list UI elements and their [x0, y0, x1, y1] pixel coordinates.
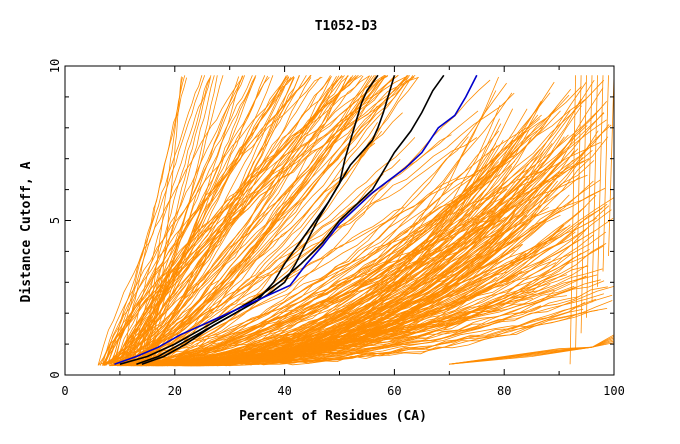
background-series-line [114, 76, 337, 364]
background-series-line [97, 75, 244, 366]
background-series-line [128, 190, 601, 366]
background-series-line [128, 92, 513, 367]
background-series-line [111, 98, 587, 366]
background-series-line [586, 75, 593, 318]
background-series-line [602, 75, 609, 272]
background-series-line [569, 75, 576, 365]
x-tick-label: 100 [603, 384, 625, 398]
background-series-line [132, 77, 312, 366]
background-series-line [176, 280, 605, 365]
background-series-line [107, 77, 293, 365]
background-series-line [109, 77, 187, 365]
highlight-series-black-1 [136, 74, 379, 365]
background-series-line [136, 76, 287, 365]
x-tick-label: 40 [277, 384, 291, 398]
background-series-line [142, 75, 269, 364]
background-series-line [120, 137, 478, 364]
background-series-line [137, 75, 386, 366]
background-series-line [597, 75, 604, 287]
background-series-line [161, 88, 572, 364]
background-series-line [156, 160, 585, 365]
y-axis-label: Distance Cutoff, A [19, 161, 34, 302]
y-tick-label: 10 [48, 59, 62, 73]
background-series-line [580, 75, 587, 334]
background-series-line [103, 75, 253, 366]
background-series-line [140, 77, 419, 367]
background-series-line [148, 152, 565, 364]
background-series-line [101, 75, 274, 366]
background-series-line [164, 300, 613, 366]
background-series-line [124, 243, 524, 366]
background-series-line [449, 337, 615, 365]
x-tick-label: 0 [61, 384, 68, 398]
background-series-line [591, 75, 598, 303]
highlight-series-black-3 [141, 75, 396, 365]
background-series-line [125, 74, 416, 366]
background-series-line [575, 75, 582, 349]
background-series-line [114, 76, 289, 366]
x-axis-label: Percent of Residues (CA) [239, 409, 427, 424]
chart-title: T1052-D3 [315, 19, 378, 34]
background-series-line [116, 309, 598, 367]
background-series-line [449, 340, 615, 365]
background-series-line [144, 77, 183, 366]
background-series-line [147, 195, 430, 366]
background-series-line [120, 75, 345, 365]
background-series-line [103, 75, 340, 367]
background-series-group [97, 74, 615, 367]
background-series-line [138, 142, 601, 365]
background-series-line [131, 77, 211, 365]
background-series-line [112, 75, 289, 364]
background-series-line [105, 75, 331, 366]
background-series-line [104, 76, 323, 364]
background-series-line [124, 75, 287, 365]
background-series-line [124, 75, 218, 363]
background-series-line [102, 76, 295, 364]
background-series-line [128, 75, 408, 363]
background-series-line [113, 107, 557, 365]
background-series-line [143, 114, 542, 366]
background-series-line [160, 166, 513, 366]
background-series-line [132, 75, 344, 365]
background-series-line [139, 182, 553, 367]
background-series-line [123, 75, 371, 365]
background-series-line [136, 75, 212, 366]
background-series-line [138, 173, 384, 366]
highlight-series-black-2 [119, 74, 445, 365]
highlight-series-group [114, 74, 478, 365]
background-series-line [183, 149, 545, 366]
y-tick-label: 5 [48, 217, 62, 224]
background-series-line [104, 75, 349, 364]
background-series-line [116, 220, 532, 366]
background-series-line [132, 174, 491, 366]
background-series-line [113, 76, 386, 363]
x-tick-label: 20 [168, 384, 182, 398]
background-series-line [146, 75, 257, 366]
background-series-line [449, 334, 615, 365]
background-series-line [147, 226, 567, 364]
background-series-line [140, 75, 245, 366]
background-series-line [98, 75, 379, 365]
background-series-line [167, 125, 588, 365]
y-tick-label: 0 [48, 371, 62, 378]
highlight-series-blue [114, 74, 478, 365]
background-series-line [139, 160, 516, 365]
background-series-line [449, 336, 615, 365]
background-series-line [107, 75, 203, 363]
background-series-line [608, 75, 615, 257]
x-tick-label: 60 [387, 384, 401, 398]
y-axis: 0 5 10 [48, 59, 614, 379]
background-series-line [148, 76, 256, 366]
background-series-line [127, 219, 444, 366]
x-axis: 0 20 40 60 80 100 [61, 66, 625, 398]
background-series-line [121, 149, 593, 366]
background-series-line [151, 216, 506, 366]
x-tick-label: 80 [497, 384, 511, 398]
background-series-line [130, 75, 408, 364]
background-series-line [116, 174, 588, 367]
background-series-line [113, 75, 206, 366]
